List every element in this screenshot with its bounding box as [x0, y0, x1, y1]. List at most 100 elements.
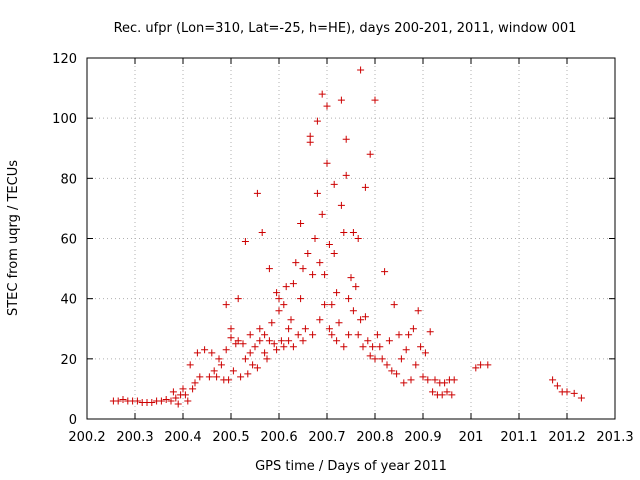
data-point [438, 391, 446, 399]
data-point [397, 355, 405, 363]
data-point [246, 331, 254, 339]
data-point [443, 388, 451, 396]
data-point [381, 268, 389, 276]
data-point [234, 337, 242, 345]
data-point [477, 361, 485, 369]
data-point [359, 343, 367, 351]
data-point [289, 343, 297, 351]
data-point [484, 361, 492, 369]
data-point [222, 346, 230, 354]
data-point [189, 385, 197, 393]
data-point [282, 283, 290, 291]
data-point [395, 331, 403, 339]
data-point [280, 343, 288, 351]
data-point [393, 370, 401, 378]
data-point [390, 301, 398, 309]
y-tick-label: 0 [69, 413, 77, 428]
data-point [402, 346, 410, 354]
data-point [328, 331, 336, 339]
data-point [256, 337, 264, 345]
data-point [426, 328, 434, 336]
data-point [191, 379, 199, 387]
data-point [174, 400, 182, 408]
data-point [210, 367, 218, 375]
data-point [289, 280, 297, 288]
data-point [349, 228, 357, 236]
y-tick-labels: 0 20 40 60 80 100 120 [52, 52, 77, 428]
data-point [244, 370, 252, 378]
data-point [448, 391, 456, 399]
data-point [133, 397, 141, 405]
data-point [330, 180, 338, 188]
data-point [424, 376, 432, 384]
data-point [193, 349, 201, 357]
data-point [549, 376, 557, 384]
data-point [234, 295, 242, 303]
data-point [472, 364, 480, 372]
data-point [352, 283, 360, 291]
data-point [287, 316, 295, 324]
data-point [361, 183, 369, 191]
data-point [268, 319, 276, 327]
x-tick-label: 201.1 [500, 430, 537, 445]
data-point [299, 265, 307, 273]
y-tick-label: 60 [60, 233, 77, 248]
data-point [263, 355, 271, 363]
data-point [285, 337, 293, 345]
data-point [354, 331, 362, 339]
data-point [347, 274, 355, 282]
axis-ticks [86, 57, 616, 420]
x-tick-label: 200.3 [116, 430, 153, 445]
data-point [342, 135, 350, 143]
data-point [366, 150, 374, 158]
data-point [306, 138, 314, 146]
data-point [366, 352, 374, 360]
data-point [261, 349, 269, 357]
data-point [419, 373, 427, 381]
data-point [253, 189, 261, 197]
data-point [313, 189, 321, 197]
data-point [169, 388, 177, 396]
data-point [325, 241, 333, 249]
data-point [378, 355, 386, 363]
data-point [261, 331, 269, 339]
y-tick-label: 40 [60, 293, 77, 308]
data-point [361, 313, 369, 321]
data-point [184, 397, 192, 405]
data-point [364, 337, 372, 345]
data-points [109, 66, 585, 408]
data-point [357, 66, 365, 74]
data-point [297, 219, 305, 227]
data-point [273, 289, 281, 297]
data-point [342, 171, 350, 179]
data-point [412, 361, 420, 369]
data-point [318, 90, 326, 98]
y-tick-label: 120 [52, 52, 77, 67]
data-point [388, 367, 396, 375]
data-point [417, 343, 425, 351]
data-point [201, 346, 209, 354]
data-point [119, 395, 127, 403]
x-tick-label: 200.8 [356, 430, 393, 445]
data-point [253, 364, 261, 372]
x-tick-label: 201.3 [596, 430, 633, 445]
data-point [373, 331, 381, 339]
data-point [172, 394, 180, 402]
data-point [385, 337, 393, 345]
data-point [297, 295, 305, 303]
data-point [241, 238, 249, 246]
data-point [337, 96, 345, 104]
data-point [215, 355, 223, 363]
data-point [251, 343, 259, 351]
data-point [227, 325, 235, 333]
data-point [208, 349, 216, 357]
data-point [349, 307, 357, 315]
data-point [335, 319, 343, 327]
data-point [333, 337, 341, 345]
data-point [275, 295, 283, 303]
data-point [321, 271, 329, 279]
data-point [179, 385, 187, 393]
data-point [429, 388, 437, 396]
data-point [162, 395, 170, 403]
data-point [213, 373, 221, 381]
